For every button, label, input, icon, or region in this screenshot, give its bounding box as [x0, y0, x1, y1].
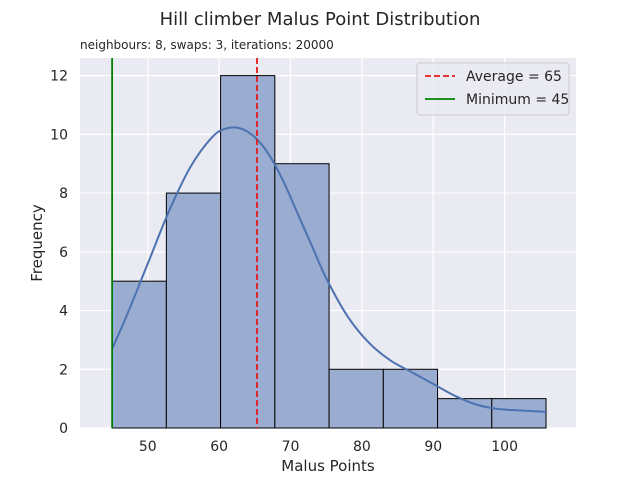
y-tick-label: 6 [59, 245, 68, 261]
histogram-bar [382, 368, 439, 429]
histogram-bar [220, 75, 276, 429]
legend-average-label: Average = 65 [466, 69, 562, 85]
histogram-bars [111, 75, 547, 429]
legend-minimum-label: Minimum = 45 [466, 92, 569, 108]
kde-curve-group [111, 126, 547, 413]
chart-title: Hill climber Malus Point Distribution [160, 9, 481, 30]
reference-lines [111, 58, 258, 428]
histogram-bar [437, 398, 493, 429]
y-tick-label: 4 [59, 304, 68, 320]
x-tick-label: 90 [424, 439, 442, 455]
x-tick-label: 70 [282, 439, 300, 455]
legend: Average = 65 Minimum = 45 [416, 62, 570, 116]
x-axis-title: Malus Points [281, 457, 375, 475]
x-tick-label: 50 [139, 439, 157, 455]
histogram-bar [274, 163, 330, 429]
kde-curve [111, 126, 547, 413]
histogram-bar [165, 192, 222, 429]
y-tick-label: 12 [50, 69, 68, 85]
histogram-bar [111, 280, 167, 429]
y-tick-label: 8 [59, 186, 68, 202]
chart-subtitle: neighbours: 8, swaps: 3, iterations: 200… [80, 38, 334, 52]
y-axis-title: Frequency [28, 204, 46, 282]
histogram-bar [491, 398, 547, 429]
x-tick-label: 60 [210, 439, 228, 455]
histogram-bar [328, 368, 384, 429]
y-tick-label: 2 [59, 362, 68, 378]
y-tick-label: 0 [59, 421, 68, 437]
y-tick-labels: 0 2 4 6 8 10 12 [50, 69, 68, 437]
y-tick-label: 10 [50, 127, 68, 143]
x-tick-labels: 50 60 70 80 90 100 [139, 439, 518, 455]
x-tick-label: 100 [491, 439, 518, 455]
x-tick-label: 80 [353, 439, 371, 455]
